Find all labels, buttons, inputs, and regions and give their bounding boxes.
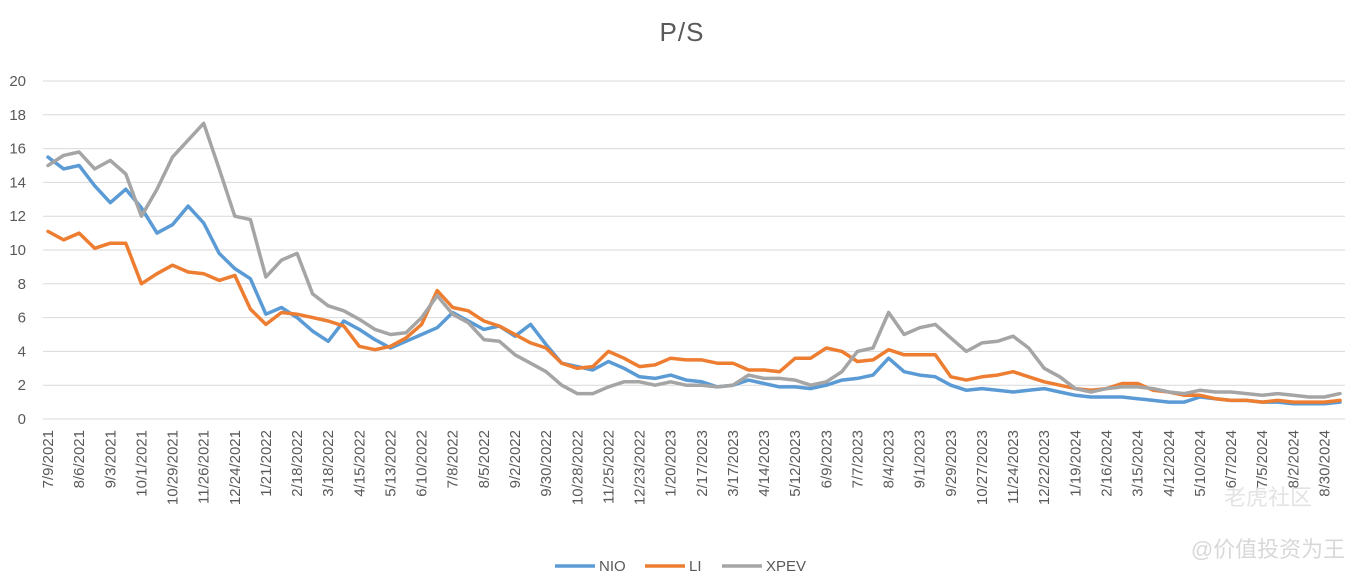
x-tick-label: 9/30/2022 — [538, 430, 555, 497]
x-tick-label: 3/18/2022 — [320, 430, 337, 497]
x-tick-label: 7/7/2023 — [849, 430, 866, 488]
x-tick-label: 2/16/2024 — [1099, 430, 1116, 497]
x-tick-label: 11/25/2022 — [600, 430, 617, 504]
series-lines — [46, 121, 1342, 406]
x-axis-ticks: 7/9/2021 8/6/2021 9/3/2021 10/1/2021 10/29/2… — [40, 430, 1333, 505]
x-tick-label: 9/2/2022 — [507, 430, 524, 488]
x-tick-label: 3/15/2024 — [1130, 430, 1147, 497]
x-tick-label: 5/10/2024 — [1192, 430, 1209, 497]
x-tick-label: 8/5/2022 — [476, 430, 493, 488]
x-tick-label: 9/3/2021 — [102, 430, 119, 488]
y-tick-label: 12 — [9, 208, 26, 225]
x-tick-label: 1/21/2022 — [258, 430, 275, 497]
x-tick-label: 8/4/2023 — [881, 430, 898, 488]
x-tick-label: 7/9/2021 — [40, 430, 57, 488]
series-line-xpev — [46, 121, 1342, 399]
x-tick-label: 8/6/2021 — [71, 430, 88, 488]
x-tick-label: 9/1/2023 — [912, 430, 929, 488]
x-tick-label: 4/12/2024 — [1161, 430, 1178, 497]
watermark-logo: 老虎社区 — [1224, 485, 1312, 510]
x-tick-label: 12/24/2021 — [227, 430, 244, 505]
series-line-li — [46, 229, 1342, 404]
x-tick-label: 10/29/2021 — [165, 430, 182, 505]
x-tick-label: 9/29/2023 — [943, 430, 960, 497]
x-tick-label: 11/26/2021 — [196, 430, 213, 504]
x-tick-label: 6/10/2022 — [414, 430, 431, 497]
x-tick-label: 4/15/2022 — [351, 430, 368, 497]
x-tick-label: 8/30/2024 — [1316, 430, 1333, 497]
x-tick-label: 2/18/2022 — [289, 430, 306, 497]
x-tick-label: 11/24/2023 — [1005, 430, 1022, 504]
x-tick-label: 1/19/2024 — [1067, 430, 1084, 497]
y-tick-label: 20 — [9, 73, 26, 90]
x-tick-label: 7/5/2024 — [1254, 430, 1271, 488]
x-tick-label: 4/14/2023 — [756, 430, 773, 497]
chart-title: P/S — [660, 17, 705, 47]
legend-label-nio: NIO — [599, 558, 626, 575]
y-tick-label: 18 — [9, 107, 26, 124]
x-tick-label: 12/23/2022 — [632, 430, 649, 505]
x-tick-label: 8/2/2024 — [1285, 430, 1302, 488]
watermark-user: @价值投资为王 — [1191, 537, 1345, 562]
series-line-nio — [46, 155, 1342, 406]
gridlines — [43, 80, 1345, 420]
x-tick-label: 6/9/2023 — [818, 430, 835, 488]
x-tick-label: 6/7/2024 — [1223, 430, 1240, 488]
x-tick-label: 10/27/2023 — [974, 430, 991, 505]
x-tick-label: 7/8/2022 — [445, 430, 462, 488]
x-tick-label: 5/13/2022 — [382, 430, 399, 497]
y-tick-label: 6 — [18, 310, 26, 327]
y-axis-ticks: 0 2 4 6 8 10 12 14 16 18 20 — [9, 73, 26, 428]
y-tick-label: 8 — [18, 276, 26, 293]
x-tick-label: 10/1/2021 — [133, 430, 150, 497]
y-tick-label: 2 — [18, 377, 26, 394]
legend: NIO LI XPEV — [555, 558, 806, 575]
x-tick-label: 2/17/2023 — [694, 430, 711, 497]
y-tick-label: 4 — [18, 343, 26, 360]
x-tick-label: 3/17/2023 — [725, 430, 742, 497]
x-tick-label: 12/22/2023 — [1036, 430, 1053, 505]
x-tick-label: 5/12/2023 — [787, 430, 804, 497]
x-tick-label: 10/28/2022 — [569, 430, 586, 505]
y-tick-label: 0 — [18, 411, 26, 428]
legend-label-xpev: XPEV — [766, 558, 806, 575]
y-tick-label: 14 — [9, 174, 26, 191]
x-tick-label: 1/20/2023 — [663, 430, 680, 497]
legend-label-li: LI — [689, 558, 702, 575]
y-tick-label: 10 — [9, 242, 26, 259]
y-tick-label: 16 — [9, 141, 26, 158]
